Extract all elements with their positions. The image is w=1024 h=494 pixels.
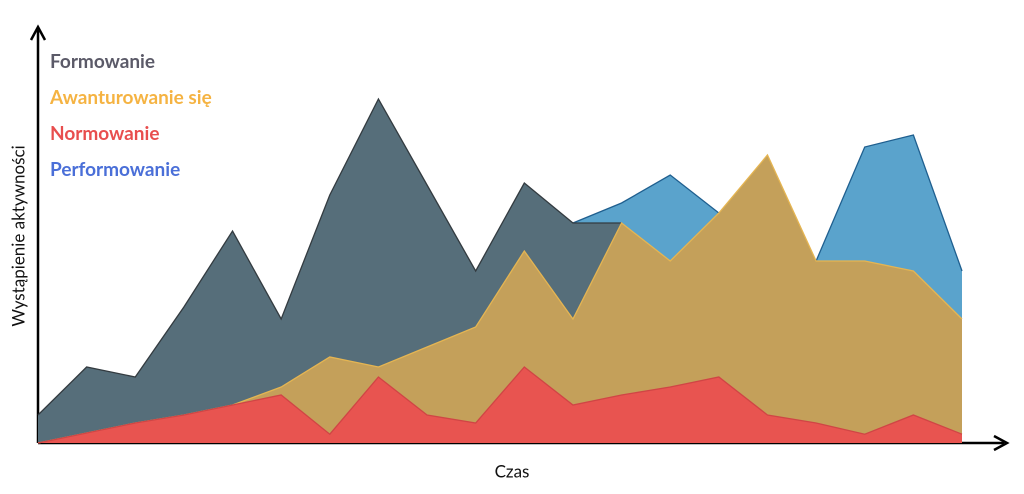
x-axis-arrow [993,434,1010,452]
x-axis-label: Czas [495,460,530,481]
legend-entry: Performowanie [50,158,180,181]
y-axis-arrow [29,24,47,41]
legend-entry: Normowanie [50,122,159,145]
legend: Formowanie Awanturowanie się Normowanie Per… [49,50,212,181]
y-axis-label: Wystąpienie aktywności [7,145,28,326]
area-line [37,366,963,444]
legend-entry: Formowanie [50,50,155,73]
areas [37,97,963,444]
legend-entry: Awanturowanie się [49,86,212,109]
area-line [37,97,622,416]
area [38,155,962,443]
area [38,367,962,443]
